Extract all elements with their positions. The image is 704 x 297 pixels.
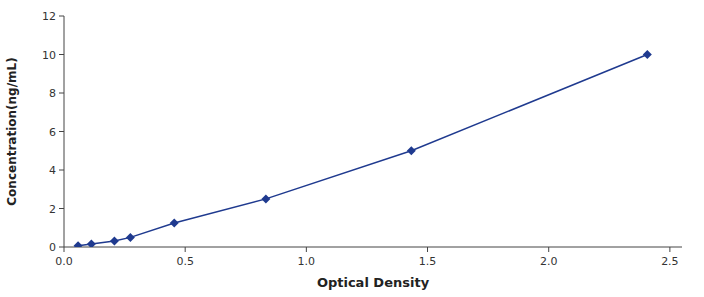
y-tick-label: 0 <box>49 241 56 254</box>
x-tick-label: 2.0 <box>540 255 558 268</box>
data-point <box>643 50 652 59</box>
data-line <box>78 55 647 246</box>
data-point <box>126 233 135 242</box>
y-tick <box>59 208 64 209</box>
y-tick-label: 4 <box>49 164 56 177</box>
y-tick <box>59 93 64 94</box>
x-axis-label: Optical Density <box>317 275 430 290</box>
y-tick-label: 10 <box>42 49 56 62</box>
plot-area <box>74 50 652 247</box>
x-tick <box>64 247 65 252</box>
y-tick <box>59 16 64 17</box>
y-tick-label: 2 <box>49 203 56 216</box>
data-point <box>87 239 96 247</box>
x-axis-line <box>64 247 682 248</box>
y-tick <box>59 54 64 55</box>
data-point <box>110 236 119 245</box>
data-point <box>170 218 179 227</box>
y-axis-line <box>64 16 65 247</box>
y-tick <box>59 131 64 132</box>
x-tick <box>548 247 549 252</box>
x-tick <box>185 247 186 252</box>
x-tick-label: 0.5 <box>176 255 194 268</box>
x-tick <box>306 247 307 252</box>
y-tick <box>59 247 64 248</box>
x-tick-label: 2.5 <box>661 255 679 268</box>
data-point <box>74 241 83 247</box>
y-tick-label: 8 <box>49 87 56 100</box>
data-point <box>407 146 416 155</box>
chart-container: 0.0 0.5 1.0 1.5 2.0 2.5 0 2 4 6 8 10 12 Optical Densi… <box>0 0 704 297</box>
y-axis-label: Concentration(ng/mL) <box>5 57 19 205</box>
y-tick-label: 6 <box>49 126 56 139</box>
x-tick <box>427 247 428 252</box>
y-tick-label: 12 <box>42 10 56 23</box>
x-tick-label: 1.5 <box>419 255 437 268</box>
x-tick-label: 1.0 <box>298 255 316 268</box>
axes: 0.0 0.5 1.0 1.5 2.0 2.5 0 2 4 6 8 10 12 <box>42 10 682 268</box>
x-tick-label: 0.0 <box>55 255 73 268</box>
chart-svg: 0.0 0.5 1.0 1.5 2.0 2.5 0 2 4 6 8 10 12 Optical Densi… <box>0 0 704 297</box>
x-tick <box>669 247 670 252</box>
data-point <box>261 194 270 203</box>
y-tick <box>59 170 64 171</box>
